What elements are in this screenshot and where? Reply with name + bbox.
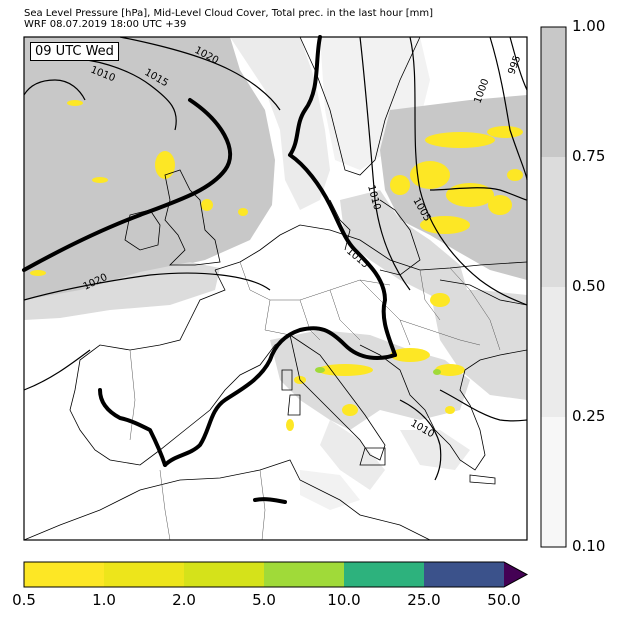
isobars bbox=[23, 36, 528, 481]
cloud-tick-label: 0.10 bbox=[572, 537, 606, 555]
cloud-tick-label: 0.50 bbox=[572, 277, 606, 295]
precip-colorbar bbox=[23, 561, 529, 588]
precip-tick-label: 10.0 bbox=[327, 591, 361, 609]
borders bbox=[129, 261, 501, 541]
precip-tick-label: 0.5 bbox=[12, 591, 36, 609]
precip-tick-label: 25.0 bbox=[407, 591, 441, 609]
cloud-colorbar bbox=[540, 26, 567, 548]
map-frame bbox=[23, 36, 528, 541]
precipitation-heavy bbox=[315, 367, 441, 375]
coastlines bbox=[23, 36, 528, 541]
precip-tick-label: 50.0 bbox=[487, 591, 521, 609]
precip-tick-label: 2.0 bbox=[172, 591, 196, 609]
cloud-tick-label: 1.00 bbox=[572, 17, 606, 35]
precip-tick-label: 1.0 bbox=[92, 591, 116, 609]
chart-title: Sea Level Pressure [hPa], Mid-Level Clou… bbox=[24, 8, 434, 19]
valid-time-label: 09 UTC Wed bbox=[30, 42, 119, 61]
precip-tick-label: 5.0 bbox=[252, 591, 276, 609]
chart-subtitle: WRF 08.07.2019 18:00 UTC +39 bbox=[24, 19, 187, 30]
cloud-tick-label: 0.25 bbox=[572, 407, 606, 425]
cloud-tick-label: 0.75 bbox=[572, 147, 606, 165]
front-lines bbox=[22, 35, 397, 504]
